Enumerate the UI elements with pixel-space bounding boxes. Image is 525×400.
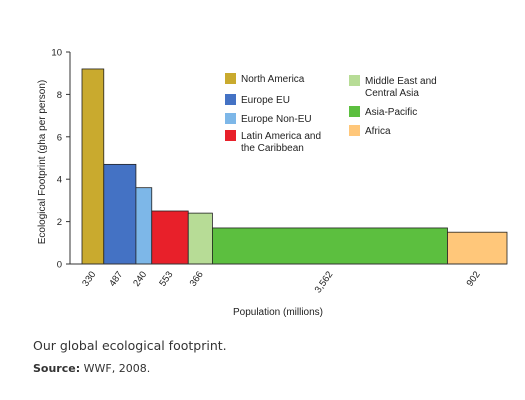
legend-label: Europe EU: [241, 95, 290, 106]
legend-swatch: [349, 125, 360, 136]
y-tick-label: 6: [57, 132, 62, 143]
y-axis: 0 2 4 6 8 10: [51, 48, 71, 271]
legend: North America Europe EU Europe Non-EU Latin…: [225, 73, 437, 154]
bar: [447, 231, 508, 265]
legend-label: Africa: [365, 126, 391, 137]
legend-swatch: [349, 106, 360, 117]
legend-label: the Caribbean: [241, 143, 304, 154]
legend-label: Middle East and: [365, 76, 437, 87]
x-tick-label: 240: [131, 269, 149, 288]
y-tick-label: 0: [57, 260, 62, 271]
bar: [135, 187, 153, 265]
x-axis-title: Population (millions): [233, 307, 323, 318]
bar: [187, 212, 213, 265]
legend-label: Asia-Pacific: [365, 107, 417, 118]
legend-label: Central Asia: [365, 88, 419, 99]
x-tick-label: 487: [107, 269, 125, 288]
y-tick-label: 2: [57, 217, 62, 228]
x-axis: 330 487 240 553 366 3,562 902: [70, 263, 507, 295]
y-tick-label: 10: [51, 48, 62, 59]
x-tick-label: 3,562: [313, 269, 336, 295]
legend-swatch: [225, 94, 236, 105]
figure-caption: Our global ecological footprint.: [33, 338, 227, 353]
figure-source: Source: WWF, 2008.: [33, 362, 150, 375]
legend-swatch: [225, 130, 236, 141]
bar: [103, 163, 137, 265]
source-label: Source:: [33, 362, 81, 375]
legend-swatch: [225, 73, 236, 84]
source-text: WWF, 2008.: [80, 362, 151, 375]
y-tick-label: 4: [57, 175, 62, 186]
y-tick-label: 8: [57, 90, 62, 101]
bars: [81, 68, 508, 265]
x-tick-label: 366: [188, 269, 206, 288]
bar: [81, 68, 105, 265]
legend-swatch: [349, 75, 360, 86]
legend-swatch: [225, 113, 236, 124]
x-tick-label: 553: [157, 269, 175, 288]
y-axis-title: Ecological Footprint (gha per person): [37, 80, 48, 245]
x-tick-label: 902: [465, 269, 483, 288]
legend-label: Europe Non-EU: [241, 114, 312, 125]
x-tick-label: 330: [80, 269, 98, 288]
legend-label: Latin America and: [241, 131, 321, 142]
legend-label: North America: [241, 74, 305, 85]
bar: [151, 210, 189, 265]
chart: 0 2 4 6 8 10 330 487 240 553 366 3,562 902 North Am…: [37, 48, 508, 318]
bar: [212, 227, 448, 265]
